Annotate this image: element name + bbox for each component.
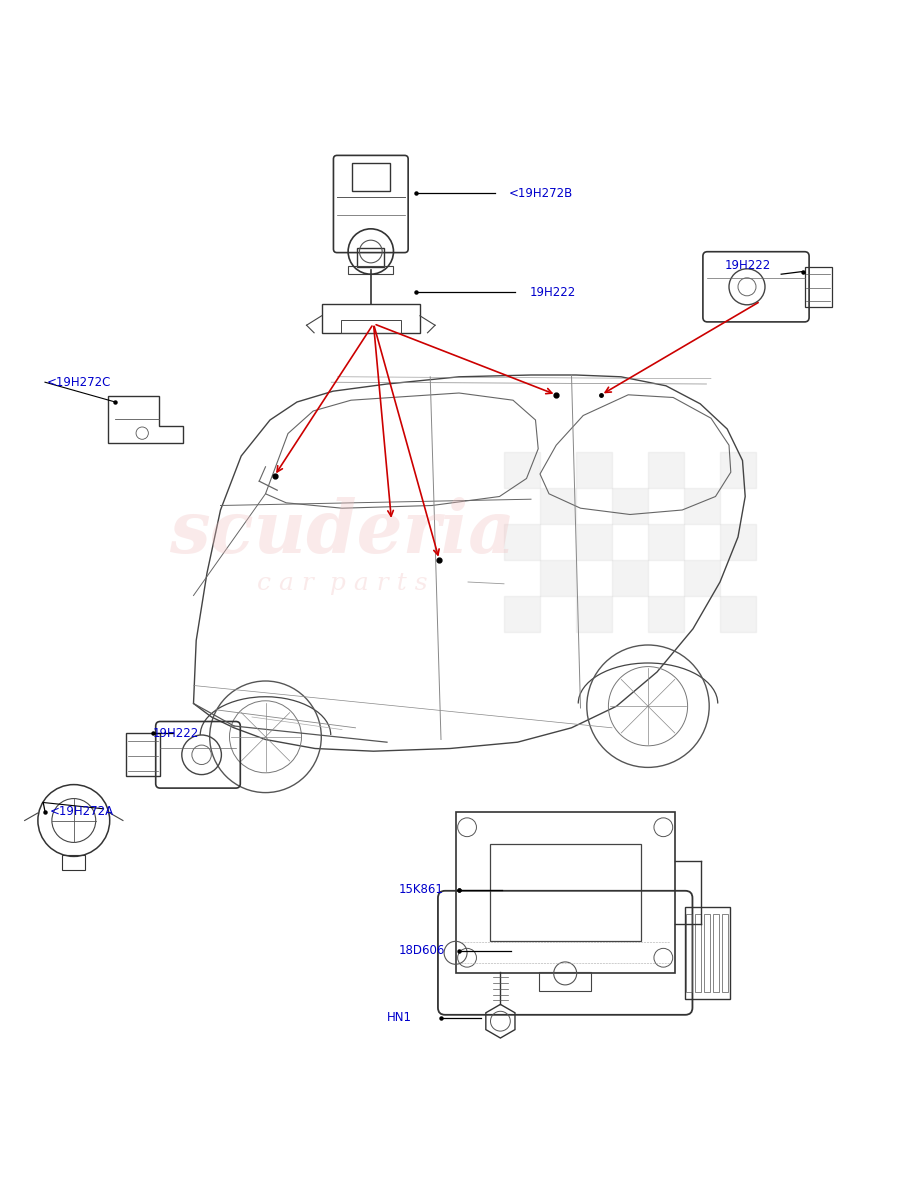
- Bar: [455, 811, 675, 973]
- Bar: [348, 265, 393, 274]
- Bar: [540, 559, 576, 595]
- Bar: [576, 595, 612, 631]
- Text: 15K861: 15K861: [399, 883, 444, 896]
- Text: <19H272C: <19H272C: [47, 376, 112, 389]
- Bar: [352, 163, 390, 191]
- Bar: [695, 913, 701, 992]
- Text: HN1: HN1: [387, 1012, 412, 1024]
- Text: <19H272B: <19H272B: [508, 187, 572, 199]
- Bar: [648, 595, 684, 631]
- Bar: [357, 248, 384, 266]
- Bar: [126, 733, 160, 776]
- Text: scuderia: scuderia: [169, 497, 515, 568]
- Bar: [684, 559, 720, 595]
- Bar: [713, 913, 719, 992]
- Bar: [504, 451, 540, 487]
- Bar: [704, 913, 710, 992]
- Bar: [720, 523, 756, 559]
- Bar: [321, 305, 420, 332]
- Bar: [648, 451, 684, 487]
- Bar: [62, 856, 86, 870]
- Text: c a r  p a r t s: c a r p a r t s: [256, 572, 428, 595]
- Bar: [720, 451, 756, 487]
- Bar: [684, 487, 720, 523]
- Bar: [612, 487, 648, 523]
- Bar: [490, 845, 641, 941]
- Bar: [687, 913, 692, 992]
- Bar: [648, 523, 684, 559]
- Bar: [722, 913, 728, 992]
- Text: 18D606: 18D606: [399, 944, 446, 958]
- Text: <19H272A: <19H272A: [50, 805, 113, 818]
- Bar: [504, 523, 540, 559]
- Bar: [612, 559, 648, 595]
- Bar: [805, 266, 832, 306]
- Text: 19H222: 19H222: [529, 286, 575, 299]
- Bar: [576, 451, 612, 487]
- Bar: [685, 907, 730, 998]
- Bar: [340, 319, 401, 332]
- Text: 19H222: 19H222: [153, 727, 199, 739]
- Bar: [540, 487, 576, 523]
- Bar: [576, 523, 612, 559]
- Bar: [720, 595, 756, 631]
- Bar: [504, 595, 540, 631]
- Text: 19H222: 19H222: [724, 259, 770, 271]
- Bar: [539, 972, 591, 991]
